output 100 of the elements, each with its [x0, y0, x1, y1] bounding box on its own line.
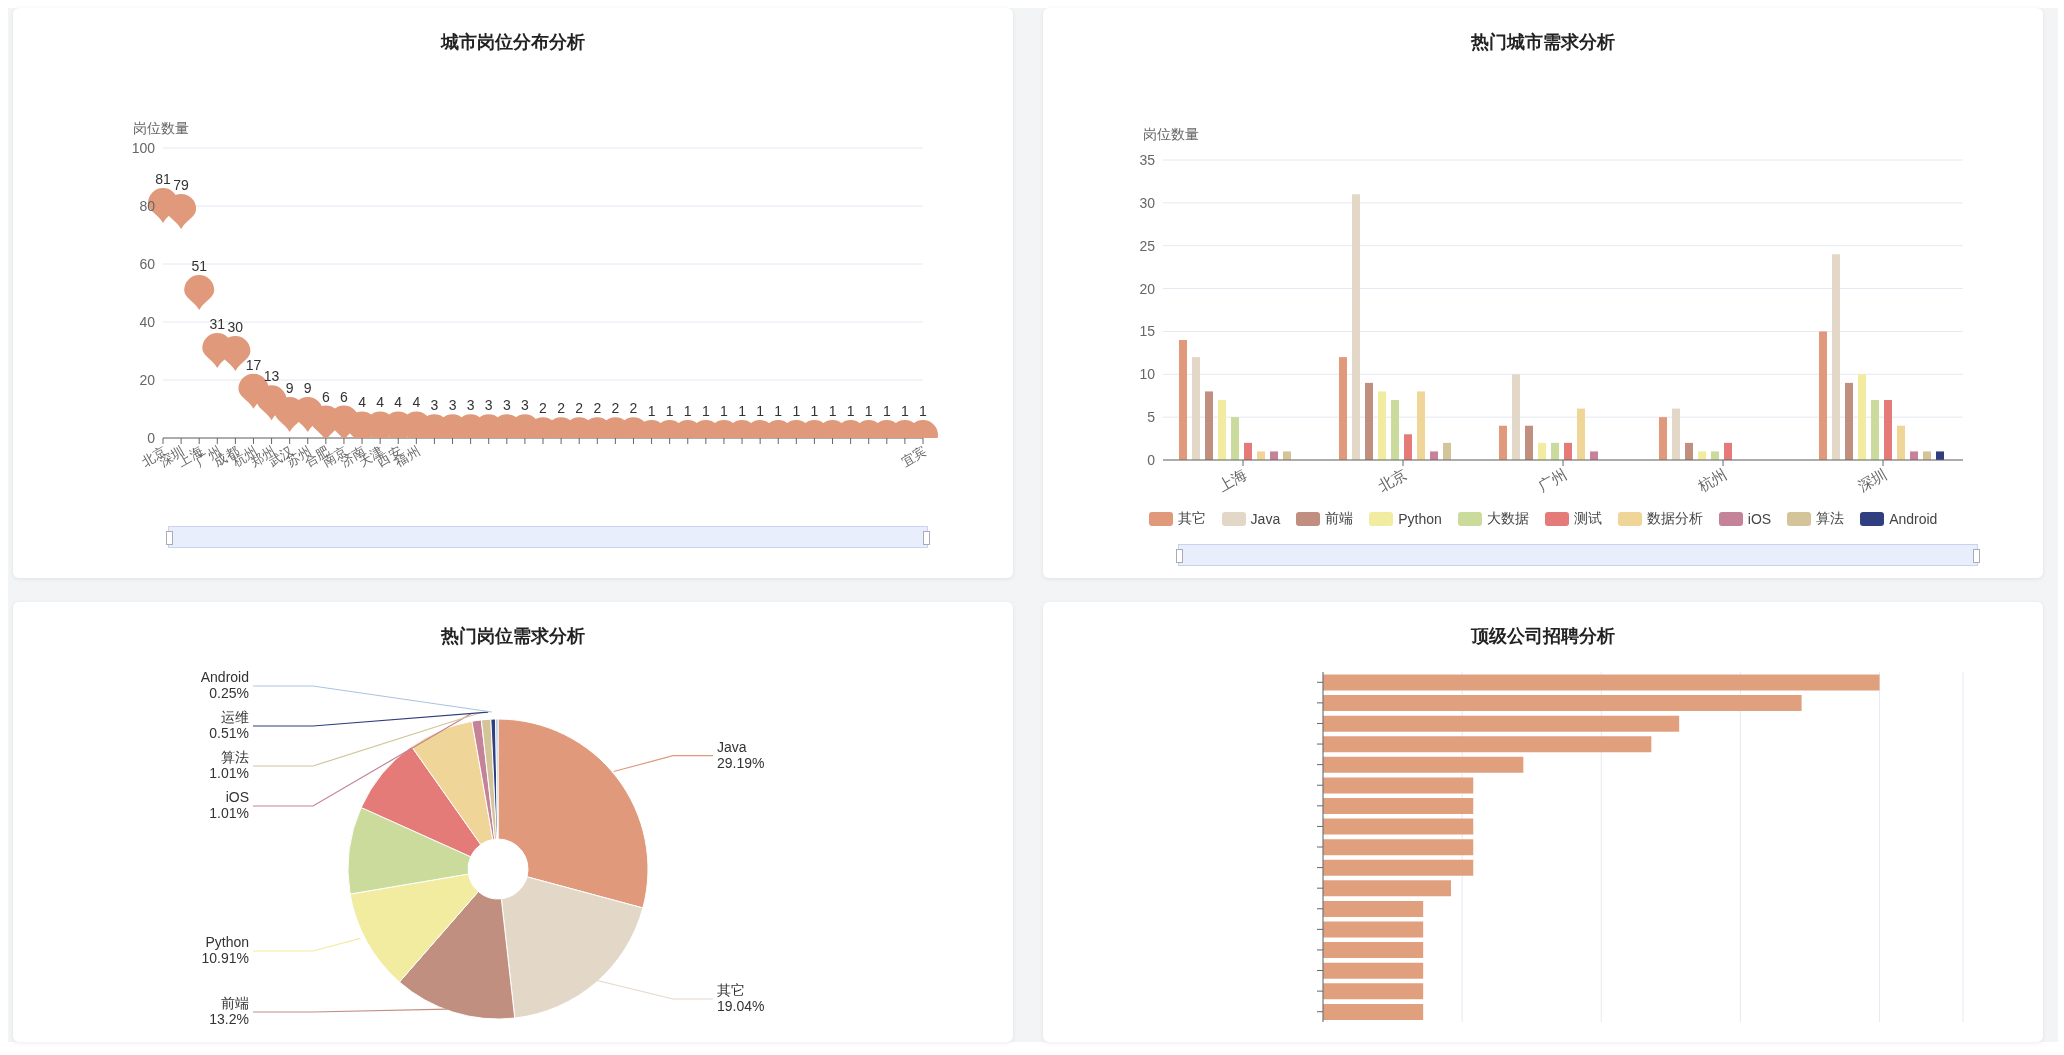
data-label: 2 [557, 400, 566, 417]
bar [1538, 442, 1546, 460]
bar [1231, 417, 1239, 460]
x-tick-label: 上海 [1215, 465, 1250, 495]
data-label: 1 [756, 403, 765, 420]
y-tick-label: 15 [1139, 323, 1156, 340]
data-label: 17 [245, 356, 262, 373]
data-label: 1 [665, 403, 674, 420]
legend-label: 算法 [1816, 510, 1845, 528]
bar [1283, 451, 1291, 460]
bar [1323, 859, 1474, 876]
bar [1923, 451, 1931, 460]
bar [1323, 798, 1474, 814]
data-label: 3 [521, 397, 530, 414]
bar [1218, 400, 1226, 460]
bar [1257, 451, 1265, 460]
y-tick-label: 5 [1147, 409, 1156, 426]
data-label: 3 [484, 397, 493, 414]
slice-label: 算法 [221, 749, 249, 766]
data-label: 13.2% [209, 1011, 249, 1027]
x-tick-label: 深圳 [1855, 465, 1890, 495]
bar [1205, 391, 1213, 460]
y-axis-title: 岗位数量 [1143, 126, 1199, 144]
bar [1659, 417, 1667, 460]
y-tick-label: 100 [131, 139, 156, 156]
data-label: 2 [611, 400, 620, 417]
bar [1404, 434, 1412, 460]
bar [1512, 374, 1520, 460]
x-tick-label: 宜宾 [899, 443, 930, 470]
data-label: 30 [227, 319, 244, 335]
slice-label: Android [200, 669, 249, 686]
data-label: 1 [647, 403, 656, 420]
bar [1323, 900, 1424, 917]
data-label: 4 [376, 394, 385, 411]
data-label: 19.04% [717, 998, 765, 1014]
data-label: 6 [321, 388, 330, 405]
bar [1871, 400, 1879, 460]
legend-label: Android [1889, 511, 1938, 527]
bar [1910, 451, 1918, 460]
bar [1323, 715, 1680, 732]
bar [1564, 442, 1572, 460]
bar [1323, 1003, 1424, 1020]
bar [1323, 674, 1880, 691]
bar [1698, 451, 1706, 460]
data-label: 1 [701, 403, 710, 420]
y-tick-label: 0 [1147, 451, 1156, 468]
x-tick-label: 广州 [1535, 465, 1570, 495]
data-label: 0.51% [209, 725, 249, 742]
data-label: 81 [155, 171, 171, 188]
bar [1323, 695, 1802, 712]
bar [1244, 442, 1252, 460]
data-label: 4 [412, 394, 421, 411]
bar [1323, 736, 1652, 753]
bar [1323, 942, 1424, 959]
data-label: 1 [774, 403, 783, 420]
bar [1884, 400, 1892, 460]
data-label: 79 [173, 176, 190, 193]
bar [1858, 374, 1866, 460]
data-label: 3 [502, 397, 511, 414]
bar [1323, 818, 1474, 835]
data-label: 1 [882, 403, 891, 420]
bar [1577, 408, 1585, 460]
data-label: 1 [901, 403, 910, 420]
bar [1323, 756, 1524, 773]
data-label: 1 [720, 403, 729, 420]
bar [1832, 254, 1840, 460]
bar [1724, 442, 1732, 460]
bar [1897, 425, 1905, 460]
data-label: 2 [629, 400, 638, 417]
data-label: 1 [683, 403, 692, 420]
data-label: 3 [466, 397, 475, 414]
legend-label: 数据分析 [1646, 510, 1703, 528]
chart-title: 热门岗位需求分析 [440, 625, 586, 648]
data-label: 9 [285, 379, 294, 396]
bar [1270, 451, 1278, 460]
slice-label: 运维 [221, 709, 249, 726]
data-label: 2 [539, 400, 548, 417]
data-label: 13 [263, 368, 280, 385]
bar [1430, 451, 1438, 460]
data-label: 9 [303, 379, 312, 396]
y-tick-label: 20 [1139, 280, 1156, 297]
bar [1323, 839, 1474, 856]
slice-label: 其它 [717, 982, 745, 998]
data-label: 3 [448, 397, 457, 414]
bar [1391, 400, 1399, 460]
bar [1192, 357, 1200, 460]
data-label: 1 [828, 403, 837, 420]
bar [1819, 331, 1827, 460]
bar [1323, 777, 1474, 794]
legend-label: Python [1398, 511, 1442, 527]
y-tick-label: 60 [139, 255, 156, 272]
bar [1365, 382, 1373, 460]
x-tick-label: 杭州 [1694, 465, 1730, 496]
y-tick-label: 35 [1139, 151, 1156, 168]
bar [1590, 451, 1598, 460]
legend-label: iOS [1747, 511, 1772, 527]
bar [1525, 425, 1533, 460]
chart-title: 城市岗位分布分析 [439, 31, 586, 54]
bar [1936, 451, 1944, 460]
bar [1378, 391, 1386, 460]
